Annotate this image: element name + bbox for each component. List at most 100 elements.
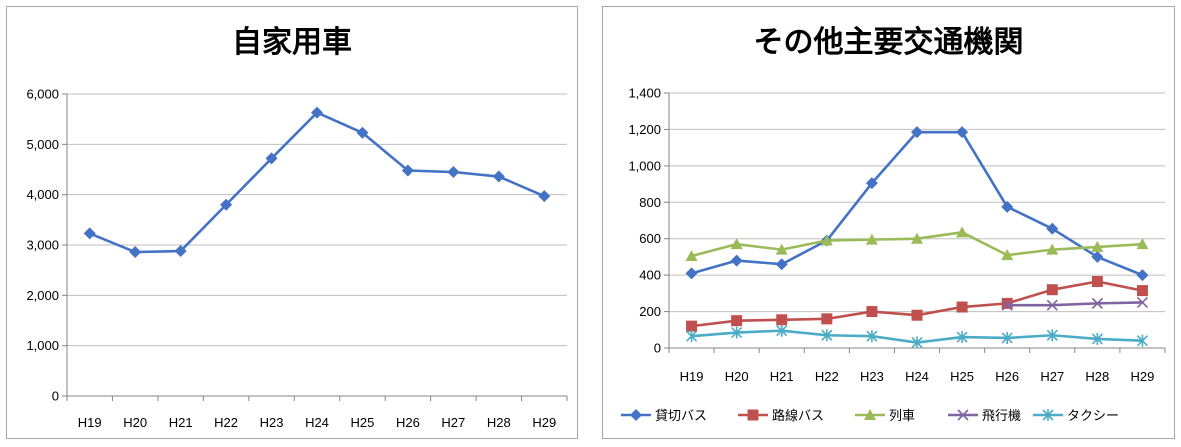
x-tick-label: H22 [815, 369, 839, 384]
data-point [911, 126, 923, 139]
series-line [691, 130, 1143, 277]
y-tick-label: 1,200 [628, 122, 661, 137]
y-tick-label: 3,000 [26, 238, 59, 253]
x-tick-label: H20 [123, 415, 147, 430]
legend-marker [747, 409, 759, 421]
legend: 貸切バス 路線バス 列車 飛行機 タクシー [621, 408, 1119, 424]
data-point [1136, 285, 1148, 297]
x-tick-label: H21 [169, 415, 193, 430]
data-point [1046, 243, 1059, 255]
y-tick-label: 400 [639, 268, 661, 283]
chart-title: その他主要交通機関 [753, 25, 1024, 60]
series-4 [685, 324, 1149, 349]
series-line [1007, 301, 1143, 307]
data-point [866, 330, 878, 343]
data-point [538, 190, 551, 203]
data-point [1046, 329, 1058, 342]
y-tick-label: 5,000 [26, 137, 59, 152]
data-point [731, 326, 743, 339]
data-point [685, 330, 698, 343]
data-point [1091, 240, 1104, 252]
legend-item: 貸切バス [621, 408, 707, 424]
data-point [730, 254, 743, 267]
legend-label: 貸切バス [655, 408, 707, 424]
legend-item: 列車 [855, 409, 915, 424]
x-tick-label: H19 [78, 415, 102, 430]
data-point [1136, 296, 1149, 309]
x-tick-label: H21 [770, 369, 794, 384]
data-point [1001, 299, 1013, 311]
x-tick-label: H26 [396, 415, 420, 430]
chart-other-transport: 0 200 400 600 800 1,000 1,200 1,400 H19 H20 H21 H22… [621, 86, 1166, 424]
y-tick-label: 200 [639, 304, 661, 319]
legend-label: 列車 [889, 409, 915, 424]
x-tick-label: H29 [1131, 369, 1155, 384]
x-tick-label: H23 [260, 415, 284, 430]
data-point [1091, 332, 1103, 345]
data-point [821, 329, 833, 342]
y-tick-label: 6,000 [26, 87, 59, 102]
data-point [956, 226, 969, 238]
data-point [1091, 276, 1103, 288]
chart-title: 自家用車 [232, 25, 352, 60]
x-tick-label: H28 [1085, 369, 1109, 384]
x-tick-label: H19 [680, 369, 704, 384]
y-tick-label: 600 [639, 231, 661, 246]
data-point [265, 152, 278, 165]
y-tick-label: 1,000 [628, 158, 661, 173]
data-point [776, 314, 788, 326]
legend-label: タクシー [1067, 409, 1119, 424]
legend-item: 飛行機 [948, 409, 1021, 424]
data-point [685, 267, 698, 280]
data-point [1001, 249, 1014, 261]
data-point [686, 320, 698, 332]
chart-private-car: 0 1,000 2,000 3,000 4,000 5,000 6,000 H19 H20 H21… [26, 87, 568, 430]
x-tick-label: H24 [905, 369, 929, 384]
data-point [911, 232, 923, 244]
series-0 [83, 106, 551, 259]
x-tick-label: H27 [1040, 369, 1064, 384]
data-point [1001, 200, 1014, 213]
data-point [956, 301, 968, 313]
data-point [311, 106, 323, 119]
x-tick-label: H22 [214, 415, 238, 430]
data-point [1046, 299, 1058, 311]
y-tick-label: 0 [52, 389, 59, 404]
x-tick-label: H20 [725, 369, 749, 384]
data-point [1136, 269, 1149, 282]
y-tick-label: 2,000 [26, 288, 59, 303]
data-point [356, 126, 369, 139]
x-tick-label: H25 [950, 369, 974, 384]
data-point [821, 313, 833, 325]
y-tick-label: 1,000 [26, 338, 59, 353]
data-point [129, 246, 142, 259]
x-tick-label: H26 [995, 369, 1019, 384]
legend-marker [1042, 409, 1054, 421]
data-point [775, 258, 788, 271]
data-point [911, 309, 923, 321]
legend-label: 飛行機 [982, 409, 1021, 424]
y-tick-label: 0 [654, 341, 661, 356]
data-point [1001, 297, 1013, 309]
x-tick-label: H23 [860, 369, 884, 384]
x-tick-label: H25 [351, 415, 375, 430]
legend-marker [864, 409, 876, 420]
legend-marker [630, 409, 642, 421]
legend-item: タクシー [1033, 409, 1119, 424]
data-point [447, 166, 460, 179]
data-point [1136, 334, 1149, 347]
data-point [1046, 284, 1058, 296]
series-1 [686, 276, 1148, 332]
chart-panel-other-transport: その他主要交通機関 0 200 400 600 800 1,000 1,200 1,400 H1… [602, 6, 1175, 439]
data-point [1136, 238, 1149, 250]
data-point [956, 331, 968, 344]
data-point [174, 245, 187, 258]
y-tick-label: 800 [639, 195, 661, 210]
data-point [865, 233, 878, 245]
data-point [1091, 250, 1104, 263]
y-tick-label: 4,000 [26, 187, 59, 202]
series-3 [1001, 296, 1149, 311]
data-point [685, 250, 698, 262]
data-point [956, 126, 969, 139]
legend-marker [957, 409, 969, 421]
